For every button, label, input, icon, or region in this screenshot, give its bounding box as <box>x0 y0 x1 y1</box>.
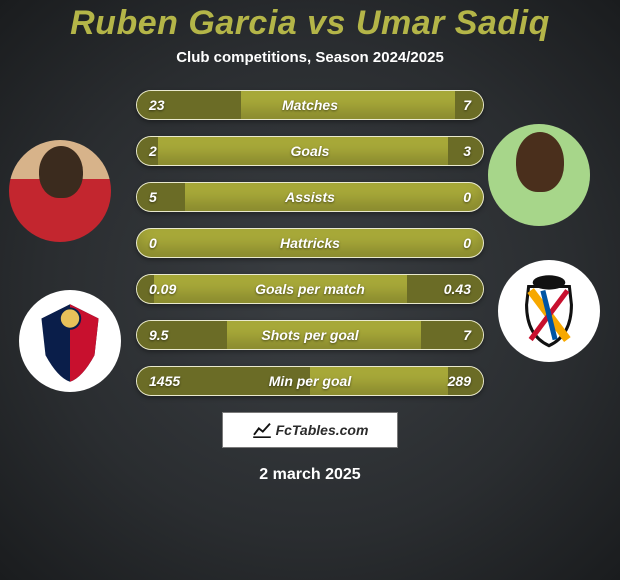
stat-row: 0Hattricks0 <box>136 228 484 258</box>
stat-value-right: 0 <box>463 183 471 211</box>
chart-icon <box>252 422 272 438</box>
stat-label: Goals <box>137 137 483 165</box>
stat-value-right: 3 <box>463 137 471 165</box>
player1-club-badge <box>19 290 121 392</box>
player2-photo <box>488 124 590 226</box>
stats-table: 23Matches72Goals35Assists00Hattricks00.0… <box>136 90 484 396</box>
footer-label: FcTables.com <box>276 422 369 438</box>
stat-label: Shots per goal <box>137 321 483 349</box>
stat-value-right: 0.43 <box>444 275 471 303</box>
stat-row: 2Goals3 <box>136 136 484 166</box>
fctables-logo: FcTables.com <box>222 412 398 448</box>
player1-photo <box>9 140 111 242</box>
page-title: Ruben Garcia vs Umar Sadiq <box>0 4 620 43</box>
stat-label: Goals per match <box>137 275 483 303</box>
stat-value-right: 0 <box>463 229 471 257</box>
stat-label: Assists <box>137 183 483 211</box>
date-label: 2 march 2025 <box>0 466 620 484</box>
subtitle: Club competitions, Season 2024/2025 <box>0 49 620 66</box>
stat-value-right: 7 <box>463 91 471 119</box>
stat-row: 0.09Goals per match0.43 <box>136 274 484 304</box>
stat-label: Matches <box>137 91 483 119</box>
stat-row: 9.5Shots per goal7 <box>136 320 484 350</box>
stat-label: Hattricks <box>137 229 483 257</box>
stat-row: 5Assists0 <box>136 182 484 212</box>
stat-row: 1455Min per goal289 <box>136 366 484 396</box>
stat-row: 23Matches7 <box>136 90 484 120</box>
stat-value-right: 7 <box>463 321 471 349</box>
stat-label: Min per goal <box>137 367 483 395</box>
stat-value-right: 289 <box>448 367 471 395</box>
player2-club-badge <box>498 260 600 362</box>
